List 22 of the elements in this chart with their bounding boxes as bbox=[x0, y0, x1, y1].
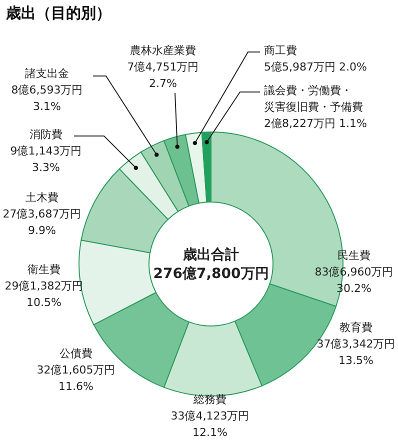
data-label: 37億3,342万円 13.5% bbox=[316, 338, 396, 367]
slice-label: 商工費 bbox=[264, 44, 297, 57]
slice-label: 総務費 bbox=[192, 393, 226, 406]
slice-label: 土木費 bbox=[26, 191, 58, 204]
slice-label: 農林水産業費 bbox=[130, 44, 196, 57]
data-label: 32億1,605万円 11.6% bbox=[36, 364, 116, 393]
slice-label: 諸支出金 bbox=[25, 67, 69, 80]
text: 歳出合計 bbox=[182, 247, 239, 263]
text: 276億7,800万円 bbox=[153, 265, 269, 282]
slice-label: 衛生費 bbox=[28, 263, 60, 276]
data-label: 2億8,227万円 1.1% bbox=[264, 117, 367, 130]
slice-label: 議会費・労働費・災害復旧費・予備費 bbox=[264, 84, 363, 114]
data-label: 33億4,123万円 12.1% bbox=[170, 410, 250, 439]
data-label: 9億1,143万円 3.3% bbox=[10, 144, 82, 174]
chart-title: 歳出（目的別） bbox=[5, 4, 111, 22]
data-label: 8億6,593万円 3.1% bbox=[11, 84, 83, 113]
slice-label: 公債費 bbox=[60, 347, 92, 360]
data-label: 27億3,687万円 9.9% bbox=[2, 208, 82, 237]
slice-label: 教育費 bbox=[340, 321, 372, 334]
slice-label: 消防費 bbox=[30, 128, 62, 141]
data-label: 7億4,751万円 2.7% bbox=[127, 60, 199, 90]
data-label: 5億5,987万円 2.0% bbox=[264, 60, 367, 74]
